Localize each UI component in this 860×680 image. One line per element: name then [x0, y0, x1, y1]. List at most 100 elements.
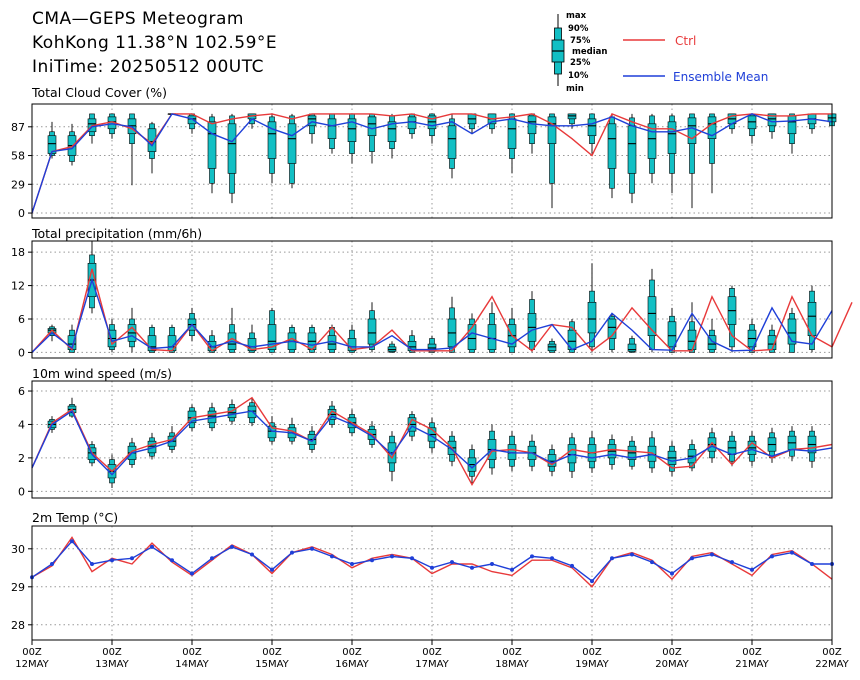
mean-point [90, 562, 94, 566]
box-plot [407, 113, 417, 139]
box-plot [687, 113, 697, 209]
box-plot [167, 324, 177, 353]
box-inner [267, 324, 277, 350]
panel-title: Total Cloud Cover (%) [31, 85, 167, 100]
box-inner [267, 121, 277, 159]
box-plot [127, 307, 137, 353]
box-inner [607, 123, 617, 169]
x-tick-hour: 00Z [182, 647, 202, 658]
box-inner [587, 301, 597, 334]
box-plot [147, 121, 157, 174]
box-plot [747, 319, 757, 353]
box-plot [227, 307, 237, 353]
mean-point [570, 563, 574, 568]
mean-point [250, 552, 254, 557]
x-tick-hour: 00Z [422, 647, 442, 658]
box-plot [527, 113, 537, 154]
box-inner [147, 335, 157, 352]
mean-point [490, 562, 494, 566]
x-tick-day: 14MAY [175, 659, 209, 670]
mean-point [530, 554, 534, 559]
box-plot [787, 113, 797, 154]
x-tick-day: 13MAY [95, 659, 129, 670]
box-inner [647, 123, 657, 159]
box-plot [327, 324, 337, 353]
box-plot [427, 417, 437, 453]
x-tick-day: 18MAY [495, 659, 529, 670]
init-time-label: IniTime: 20250512 00UTC [32, 57, 264, 77]
mean-point [470, 565, 474, 570]
box-plot [527, 291, 537, 353]
x-tick-hour: 00Z [822, 647, 842, 658]
box-outer [549, 113, 555, 184]
mean-point [790, 550, 794, 555]
box-inner [527, 115, 537, 135]
x-tick-hour: 00Z [262, 647, 282, 658]
box-plot [647, 113, 657, 184]
box-plot [227, 399, 237, 425]
x-tick-hour: 00Z [582, 647, 602, 658]
box-plot [807, 285, 817, 353]
x-tick-hour: 00Z [742, 647, 762, 658]
box-inner [347, 118, 357, 142]
box-plot [147, 432, 157, 460]
box-plot [447, 113, 457, 179]
box-plot [387, 431, 397, 482]
box-inner [607, 318, 617, 339]
box-inner [287, 123, 297, 164]
x-tick-day: 21MAY [735, 659, 769, 670]
box-plot [707, 427, 717, 463]
mean-point [330, 554, 334, 559]
box-plot [487, 302, 497, 353]
panel-title: 10m wind speed (m/s) [32, 366, 172, 381]
box-plot [667, 113, 677, 194]
x-tick-day: 16MAY [335, 659, 369, 670]
box-plot [787, 426, 797, 462]
mean-point [310, 546, 314, 551]
box-plot [807, 426, 817, 468]
y-tick-label: 0 [18, 485, 25, 498]
box-plot [667, 441, 677, 477]
box-inner [667, 321, 677, 348]
mean-point [750, 567, 754, 572]
box-inner [467, 324, 477, 350]
box-plot [447, 296, 457, 353]
ensemble-mean-line [31, 410, 833, 476]
legend-median-label: median [572, 47, 607, 57]
mean-point [430, 565, 434, 570]
mean-point [450, 560, 454, 565]
mean-point [370, 558, 374, 563]
box-plot [307, 113, 317, 144]
box-plot [607, 113, 617, 199]
legend-p75: 75% [570, 36, 591, 46]
mean-point [210, 556, 214, 561]
box-inner [647, 296, 657, 337]
mean-point [610, 556, 614, 561]
mean-point [290, 550, 294, 555]
box-plot [267, 113, 277, 184]
x-tick-day: 22MAY [815, 659, 849, 670]
y-tick-label: 18 [11, 246, 25, 259]
mean-point [150, 544, 154, 549]
box-inner [587, 118, 597, 137]
y-tick-label: 4 [18, 418, 25, 431]
box-plot [807, 113, 817, 134]
box-plot [127, 113, 137, 186]
y-tick-label: 28 [11, 619, 25, 632]
box-plot [387, 113, 397, 159]
legend-p10: 10% [568, 71, 589, 81]
panel-2: 10m wind speed (m/s) 0 2 4 6 [18, 366, 833, 499]
box-plot [227, 113, 237, 204]
x-tick-day: 15MAY [255, 659, 289, 670]
box-inner [707, 116, 717, 139]
box-inner [547, 343, 557, 352]
x-tick-day: 12MAY [15, 659, 49, 670]
y-tick-label: 29 [11, 178, 25, 191]
box-inner [307, 115, 317, 127]
ctrl-line [31, 268, 853, 353]
mean-point [670, 571, 674, 576]
box-plot [267, 307, 277, 353]
x-tick-day: 19MAY [575, 659, 609, 670]
legend-p25: 25% [570, 58, 591, 68]
